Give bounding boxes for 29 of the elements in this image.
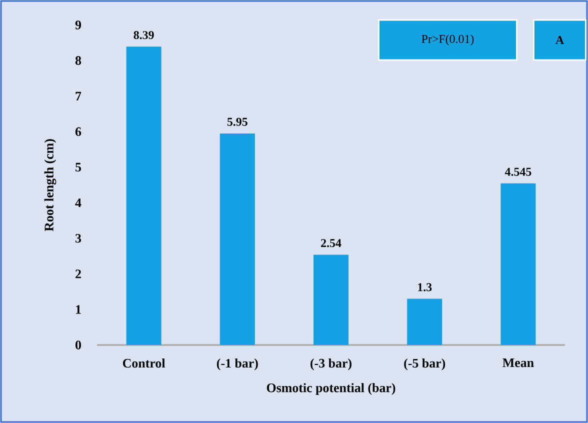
x-tick-label: (-5 bar) xyxy=(404,358,446,370)
x-tick-label: (-3 bar) xyxy=(310,358,352,370)
bar xyxy=(407,298,442,345)
y-tick-label: 2 xyxy=(76,270,81,278)
y-tick-label: 9 xyxy=(75,20,82,30)
annotation: Pr>F(0.01) xyxy=(422,34,474,46)
bar xyxy=(500,183,536,345)
data-label: 1.3 xyxy=(418,283,432,292)
y-tick-label: 6 xyxy=(75,127,82,136)
data-label: 4.545 xyxy=(504,168,532,176)
data-label: 5.95 xyxy=(227,118,248,126)
y-tick-label: 4 xyxy=(75,198,82,208)
bar xyxy=(220,133,255,345)
annotation: A xyxy=(556,36,564,44)
y-axis-title: Root length (cm) xyxy=(44,139,56,232)
data-label: 2.54 xyxy=(321,239,342,248)
data-label: 8.39 xyxy=(134,31,154,40)
y-tick-label: 1 xyxy=(76,305,81,314)
x-tick-label: (-1 bar) xyxy=(216,358,258,370)
y-tick-label: 8 xyxy=(75,56,82,65)
bar xyxy=(126,46,162,345)
bar xyxy=(314,254,349,345)
y-tick-label: 0 xyxy=(76,340,81,350)
y-tick-label: 7 xyxy=(76,92,82,100)
x-tick-label: Control xyxy=(122,358,166,368)
y-tick-label: 3 xyxy=(75,234,82,243)
x-axis-title: Osmotic potential (bar) xyxy=(266,383,396,395)
x-tick-label: Mean xyxy=(502,358,534,368)
y-tick-label: 5 xyxy=(76,162,82,172)
